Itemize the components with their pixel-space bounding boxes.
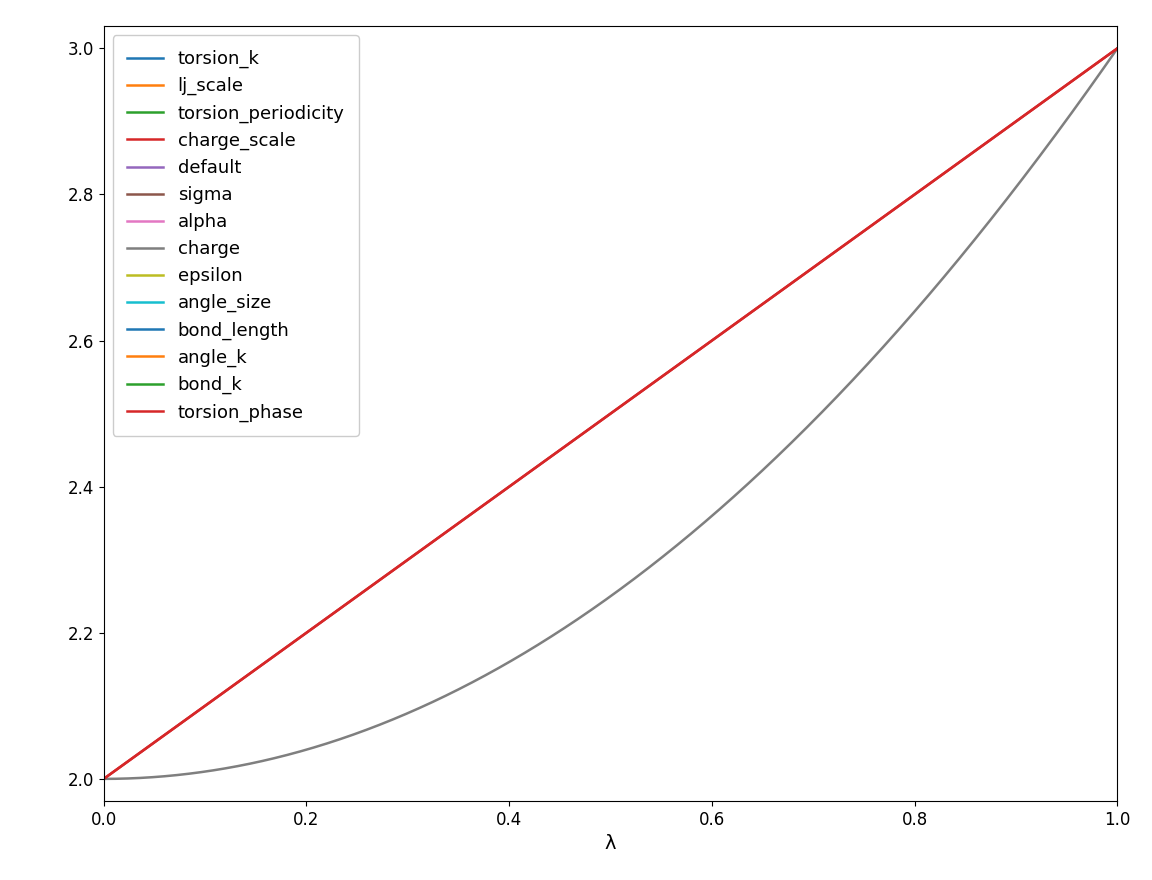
Legend: torsion_k, lj_scale, torsion_periodicity, charge_scale, default, sigma, alpha, c: torsion_k, lj_scale, torsion_periodicity… [113, 35, 359, 436]
X-axis label: λ: λ [605, 834, 616, 853]
